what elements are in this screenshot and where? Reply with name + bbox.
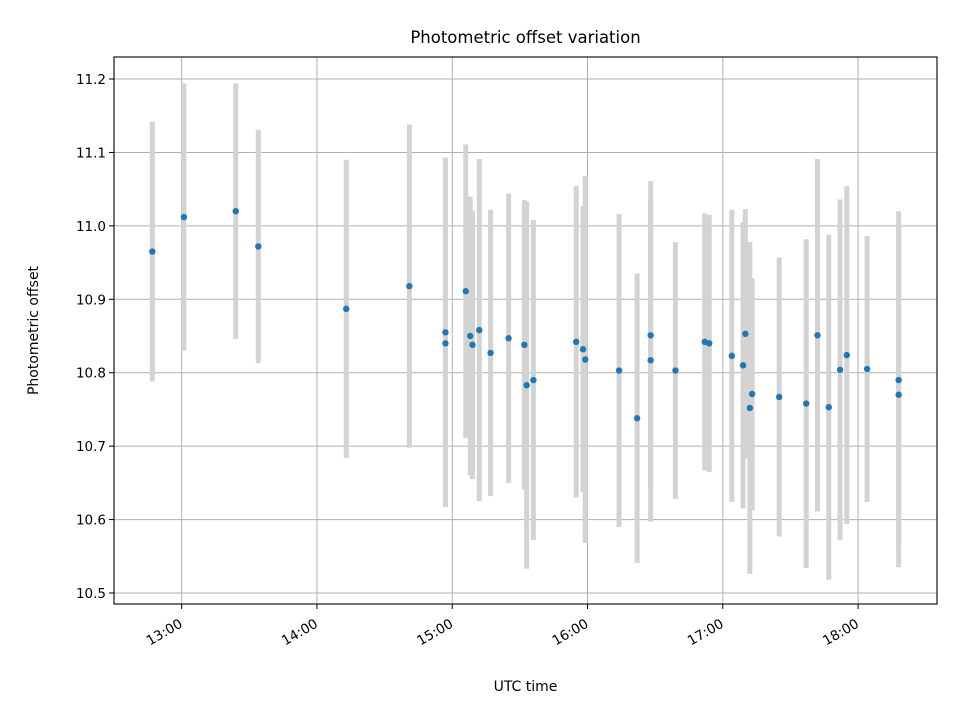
data-point — [746, 404, 754, 412]
y-tick-label: 10.5 — [76, 586, 106, 602]
data-point — [706, 340, 713, 347]
data-point — [647, 332, 654, 339]
data-point — [467, 332, 474, 340]
data-point — [487, 349, 494, 357]
y-tick-label: 10.9 — [76, 292, 106, 308]
data-point — [469, 341, 476, 349]
x-axis-label: UTC time — [494, 679, 558, 695]
data-point — [615, 367, 623, 374]
data-point — [442, 329, 449, 336]
data-point — [442, 340, 449, 347]
data-point — [180, 213, 188, 221]
y-tick-label: 10.7 — [76, 439, 106, 455]
data-point — [742, 330, 749, 338]
data-point — [255, 243, 262, 250]
data-point — [895, 376, 902, 384]
y-axis-ticks: 10.5 10.6 10.7 10.8 10.9 11.0 11.1 11.2 — [76, 72, 114, 602]
data-point — [843, 351, 851, 359]
data-point — [814, 332, 821, 339]
data-point — [775, 393, 783, 401]
plot-frame — [113, 56, 938, 605]
data-point — [343, 305, 350, 313]
data-point — [825, 404, 832, 411]
y-axis-label: Photometric offset — [26, 265, 42, 395]
data-point — [579, 346, 587, 353]
y-tick-label: 11.0 — [76, 219, 106, 235]
data-point — [462, 288, 469, 295]
data-point — [530, 376, 537, 384]
y-tick-label: 11.1 — [76, 145, 106, 161]
data-point — [739, 362, 747, 369]
data-point — [647, 357, 654, 364]
data-point — [406, 282, 413, 290]
data-point — [582, 356, 589, 363]
y-tick-label: 10.8 — [76, 366, 106, 382]
data-point — [633, 415, 641, 422]
data-points — [149, 207, 902, 422]
data-point — [521, 341, 528, 349]
data-point — [505, 335, 512, 342]
data-point — [523, 382, 530, 389]
data-point — [836, 366, 844, 373]
y-tick-label: 10.6 — [76, 513, 106, 529]
data-point — [232, 207, 239, 215]
data-point — [728, 352, 736, 360]
chart-title: Photometric offset variation — [410, 28, 640, 47]
y-tick-label: 11.2 — [76, 72, 106, 88]
data-point — [573, 338, 580, 346]
data-point — [803, 400, 810, 407]
data-point — [476, 326, 483, 334]
data-point — [895, 391, 902, 398]
data-point — [863, 365, 871, 373]
data-point — [748, 390, 756, 398]
data-point — [149, 248, 156, 255]
data-point — [672, 367, 679, 374]
